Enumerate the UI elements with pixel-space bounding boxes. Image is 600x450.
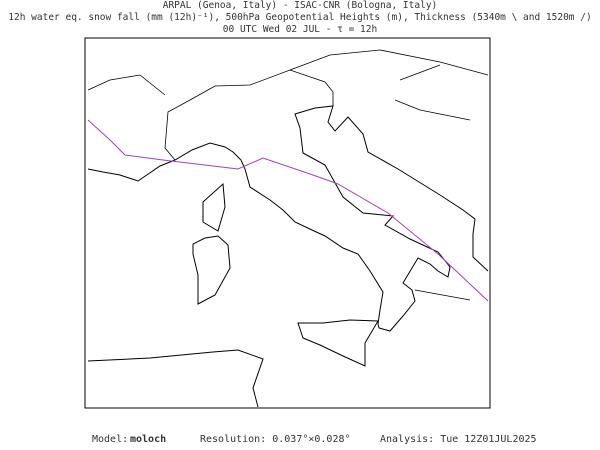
footer-model-label: Model: (92, 434, 128, 445)
map-frame (84, 37, 491, 409)
footer-analysis: Analysis: Tue 12Z01JUL2025 (380, 434, 537, 445)
footer-model: moloch (130, 434, 166, 445)
footer-resolution: Resolution: 0.037°×0.028° (200, 434, 351, 445)
header-line: 12h water eq. snow fall (mm (12h)⁻¹), 50… (8, 12, 591, 23)
coastlines (87, 49, 489, 408)
header-line: 00 UTC Wed 02 JUL - τ = 12h (223, 24, 377, 35)
header-line: ARPAL (Genoa, Italy) - ISAC-CNR (Bologna… (163, 0, 438, 11)
contour-5880 (87, 119, 489, 302)
